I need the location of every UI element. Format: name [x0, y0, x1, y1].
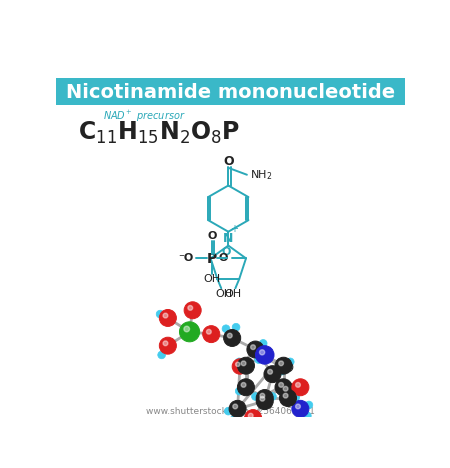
Text: ⁻O: ⁻O [178, 253, 194, 263]
Circle shape [241, 361, 246, 366]
Circle shape [184, 326, 189, 332]
Circle shape [256, 393, 273, 410]
Circle shape [292, 379, 309, 396]
Text: NAD$^+$ precursor: NAD$^+$ precursor [103, 109, 185, 124]
Circle shape [245, 410, 261, 426]
Circle shape [163, 341, 168, 346]
Circle shape [305, 401, 313, 409]
Text: OH: OH [215, 289, 232, 300]
Circle shape [264, 366, 281, 383]
Circle shape [232, 323, 240, 331]
Circle shape [283, 387, 288, 391]
Circle shape [248, 413, 253, 418]
Circle shape [260, 350, 265, 355]
Circle shape [235, 387, 243, 395]
Circle shape [202, 326, 220, 343]
Circle shape [156, 310, 164, 318]
Text: NH$_2$: NH$_2$ [250, 168, 273, 183]
Circle shape [278, 367, 286, 375]
Circle shape [279, 389, 297, 407]
Circle shape [262, 350, 270, 357]
Circle shape [256, 389, 273, 407]
Circle shape [184, 302, 201, 319]
Circle shape [241, 382, 246, 387]
Circle shape [158, 351, 166, 359]
Circle shape [269, 393, 276, 400]
Circle shape [286, 387, 294, 395]
Circle shape [222, 325, 230, 333]
Circle shape [180, 322, 200, 342]
Circle shape [259, 339, 267, 347]
Circle shape [235, 358, 243, 366]
Circle shape [292, 400, 309, 417]
Circle shape [242, 420, 249, 428]
Circle shape [238, 379, 254, 396]
Text: N: N [223, 233, 234, 246]
Text: O: O [222, 247, 231, 257]
Text: www.shutterstock.com · 2564065611: www.shutterstock.com · 2564065611 [146, 408, 315, 417]
Circle shape [236, 362, 240, 366]
Text: ⊕: ⊕ [282, 360, 294, 375]
Circle shape [279, 361, 284, 366]
Circle shape [260, 396, 265, 401]
Text: O: O [219, 253, 228, 263]
Circle shape [279, 383, 297, 400]
Circle shape [260, 393, 265, 398]
Text: Nicotinamide mononucleotide: Nicotinamide mononucleotide [66, 83, 395, 102]
Text: O: O [223, 155, 234, 168]
Circle shape [247, 341, 264, 358]
Circle shape [159, 309, 176, 327]
Text: +: + [230, 224, 238, 234]
Circle shape [255, 356, 262, 363]
Circle shape [252, 393, 259, 400]
Circle shape [188, 306, 193, 310]
Circle shape [159, 337, 176, 354]
Circle shape [286, 358, 294, 366]
Circle shape [233, 404, 238, 409]
Circle shape [229, 400, 246, 417]
Circle shape [225, 407, 232, 415]
Text: OH: OH [225, 289, 242, 300]
Circle shape [232, 359, 248, 374]
Circle shape [292, 394, 300, 401]
Circle shape [283, 393, 288, 398]
Circle shape [275, 379, 292, 396]
Circle shape [238, 357, 254, 374]
Circle shape [230, 416, 238, 424]
Circle shape [256, 346, 274, 364]
Circle shape [279, 382, 284, 387]
FancyBboxPatch shape [56, 78, 405, 105]
Circle shape [163, 313, 168, 318]
Circle shape [296, 382, 301, 387]
Circle shape [251, 345, 256, 350]
Circle shape [207, 329, 211, 334]
Circle shape [275, 357, 292, 374]
Text: OH: OH [203, 274, 220, 284]
Text: O: O [207, 231, 216, 241]
Text: P: P [207, 252, 217, 266]
Circle shape [268, 369, 273, 374]
Circle shape [261, 402, 269, 410]
Circle shape [224, 329, 241, 346]
Circle shape [303, 412, 311, 420]
Circle shape [296, 404, 301, 409]
Circle shape [227, 333, 232, 338]
Text: C$_{11}$H$_{15}$N$_2$O$_8$P: C$_{11}$H$_{15}$N$_2$O$_8$P [78, 120, 240, 146]
